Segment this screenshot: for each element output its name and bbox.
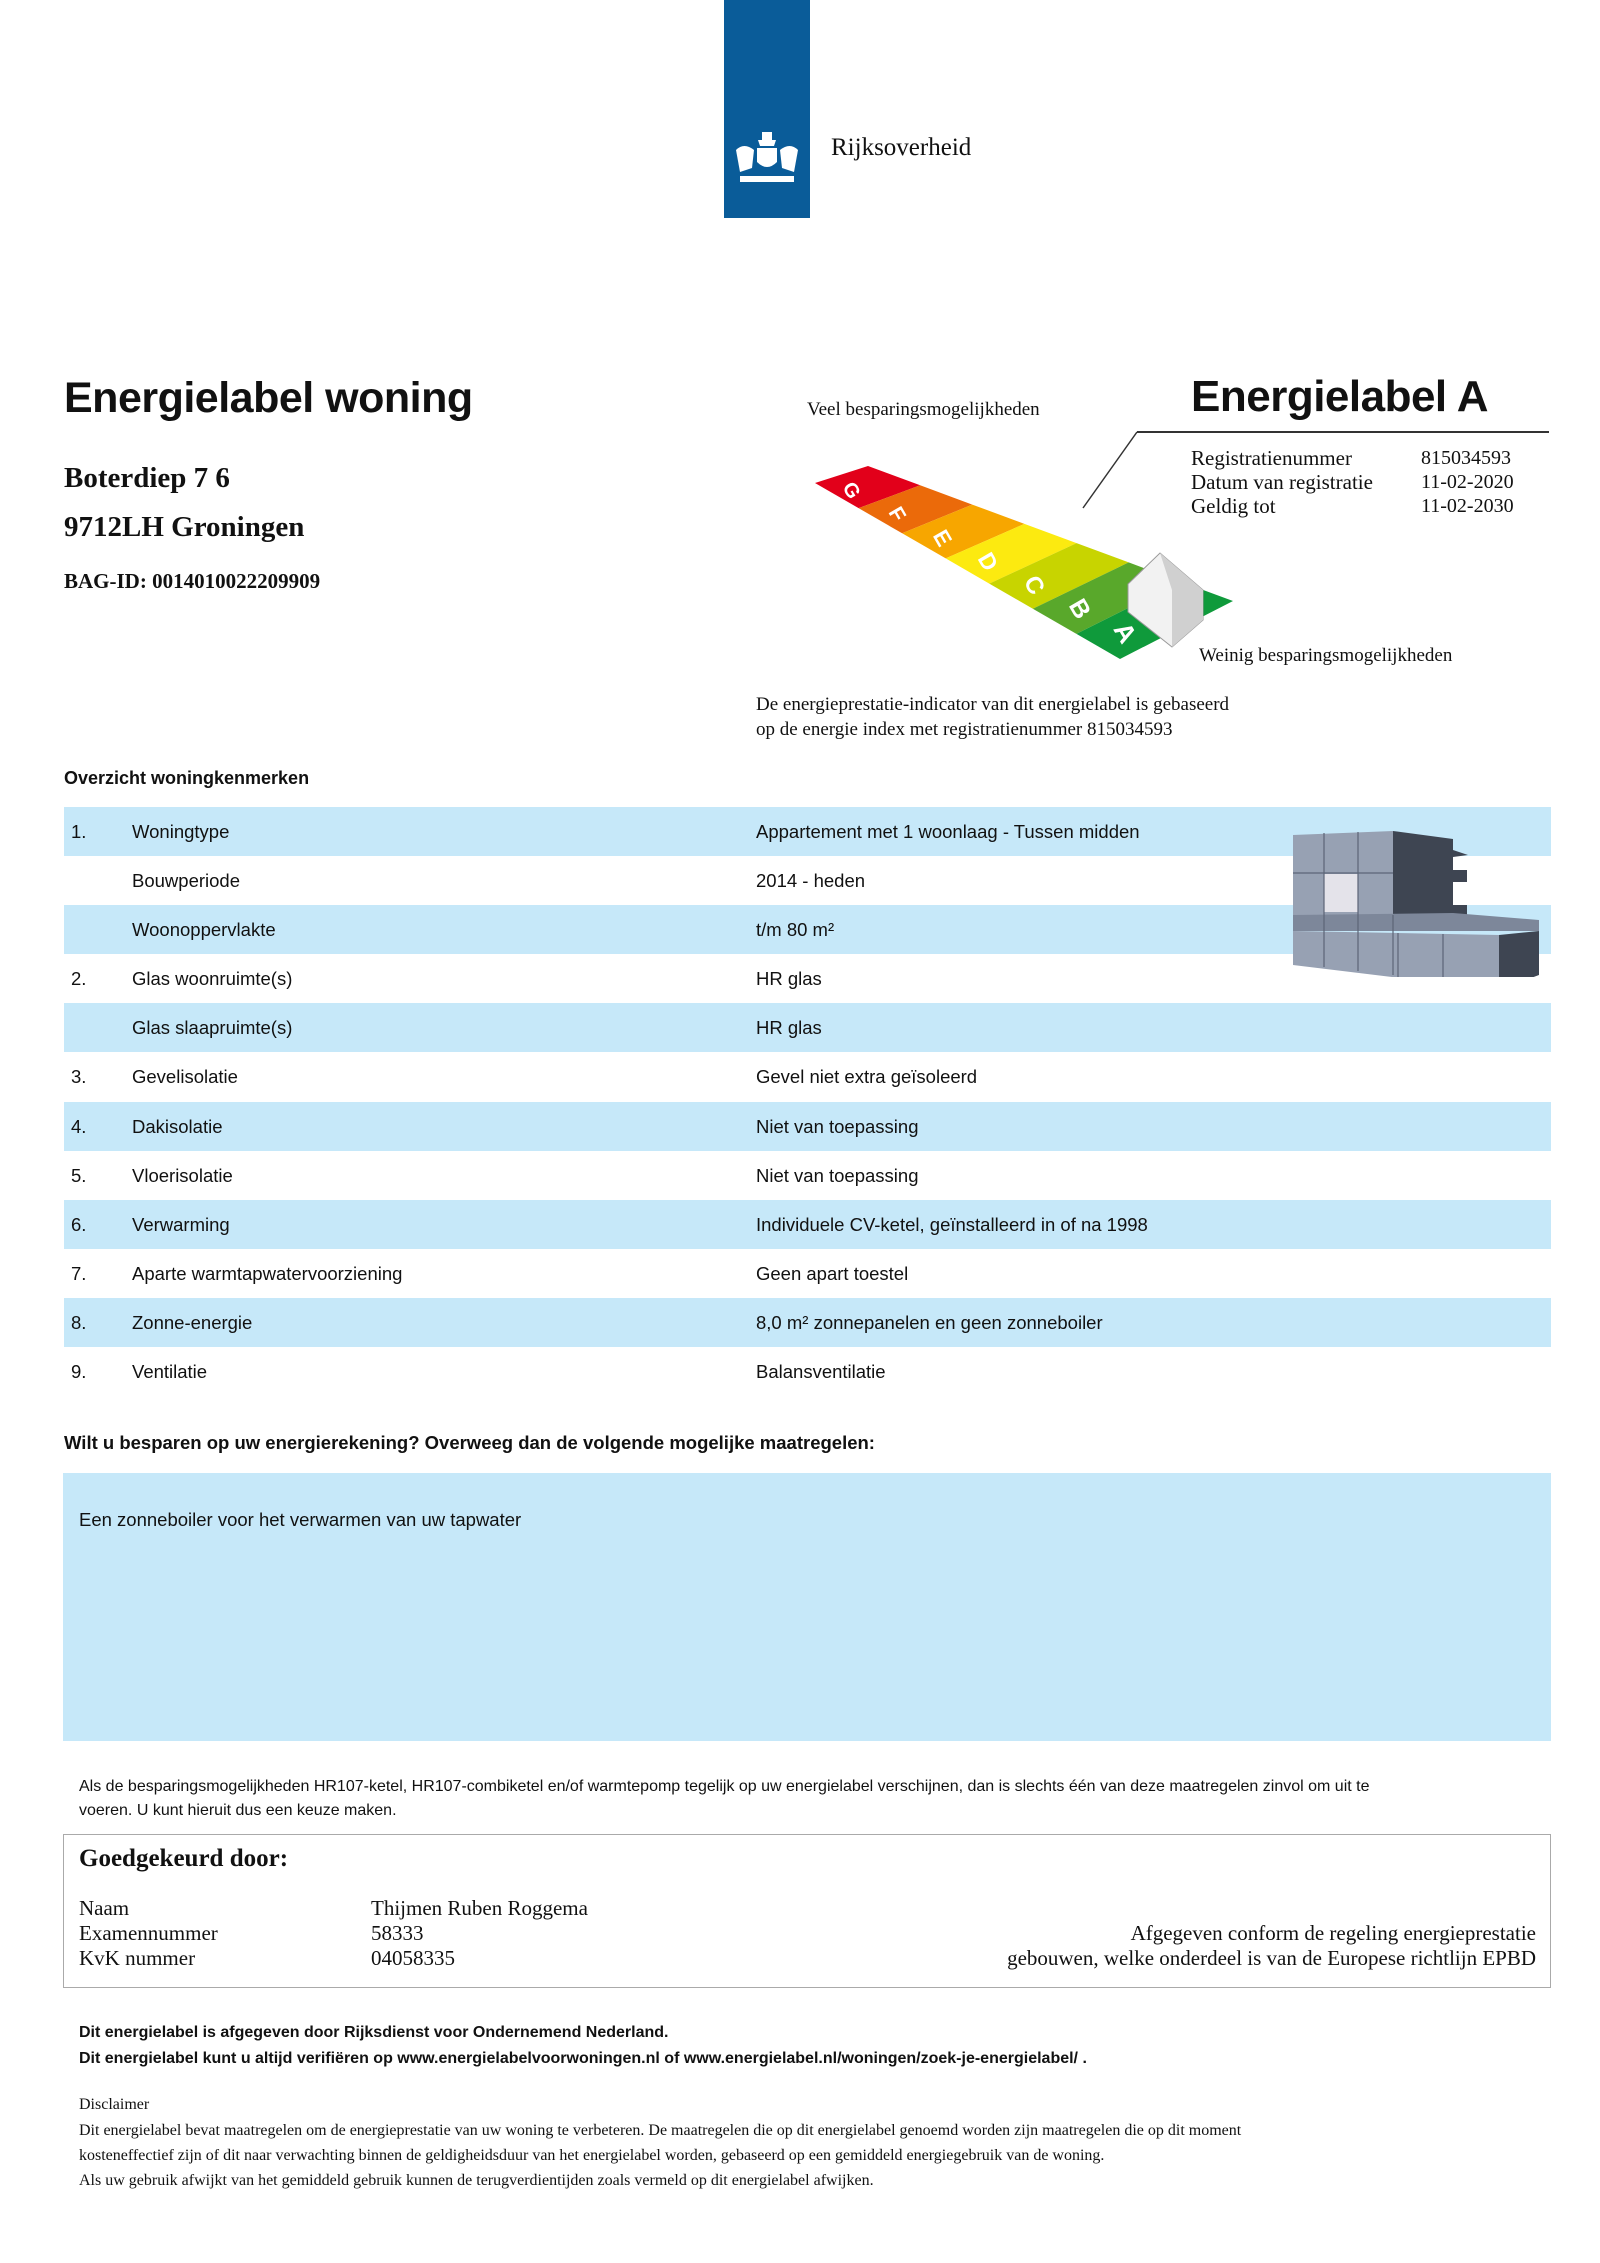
row-value: Balansventilatie [756, 1361, 886, 1383]
rijksoverheid-logo [724, 0, 810, 218]
conform-line-1: Afgegeven conform de regeling energiepre… [1130, 1921, 1536, 1945]
row-label: Glas slaapruimte(s) [132, 1017, 293, 1039]
row-label: Verwarming [132, 1213, 230, 1235]
row-label: Zonne-energie [132, 1311, 253, 1333]
label-band-g [815, 466, 921, 509]
row-number: 1. [71, 821, 87, 842]
row-label: Aparte warmtapwatervoorziening [132, 1262, 403, 1284]
measures-box: Een zonneboiler voor het verwarmen van u… [63, 1473, 1551, 1741]
valid-until-value: 11-02-2030 [1421, 495, 1514, 517]
table-row: Glas slaapruimte(s) HR glas [64, 1003, 1551, 1053]
coat-of-arms-icon [736, 132, 798, 182]
row-label: Vloerisolatie [132, 1164, 233, 1186]
row-value: HR glas [756, 1017, 822, 1039]
disclaimer-title: Disclaimer [79, 2096, 150, 2113]
label-pointer-line [1082, 431, 1138, 509]
table-row: 4. Dakisolatie Niet van toepassing [64, 1101, 1551, 1151]
verify-text: Dit energielabel kunt u altijd verifiëre… [79, 2050, 1087, 2067]
table-row: 3. Gevelisolatie Gevel niet extra geïsolee… [64, 1052, 1551, 1101]
disclaimer-line-1: Dit energielabel bevat maatregelen om de… [79, 2122, 1242, 2139]
row-number: 3. [71, 1066, 87, 1088]
logo-text: Rijksoverheid [831, 134, 972, 161]
registration-number-label: Registratienummer [1191, 446, 1352, 470]
row-number: 4. [71, 1115, 87, 1137]
row-value: 2014 - heden [756, 870, 866, 892]
page-title: Energielabel woning [64, 374, 473, 422]
building-illustration [1293, 831, 1539, 977]
measures-note-line-2: voeren. U kunt hieruit dus een keuze mak… [79, 1802, 397, 1819]
many-savings-caption: Veel besparingsmogelijkheden [807, 399, 1040, 420]
approval-heading: Goedgekeurd door: [79, 1845, 289, 1872]
disclaimer-line-2: kosteneffectief zijn of dit naar verwach… [79, 2147, 1105, 2164]
issued-by-text: Dit energielabel is afgegeven door Rijks… [79, 2024, 669, 2041]
approval-box: Goedgekeurd door: Naam Thijmen Ruben Rog… [63, 1834, 1551, 1988]
name-value: Thijmen Ruben Roggema [371, 1896, 588, 1920]
address-street: Boterdiep 7 6 [64, 462, 230, 494]
row-number: 2. [71, 968, 87, 990]
row-value: Gevel niet extra geïsoleerd [756, 1066, 978, 1088]
conform-line-2: gebouwen, welke onderdeel is van de Euro… [1007, 1946, 1536, 1970]
label-band-e [902, 504, 1025, 559]
measures-note-line-1: Als de besparingsmogelijkheden HR107-ket… [79, 1778, 1370, 1795]
disclaimer-line-3: Als uw gebruik afwijkt van het gemiddeld… [79, 2172, 874, 2189]
row-value: Geen apart toestel [756, 1262, 909, 1284]
table-row: 7. Aparte warmtapwatervoorziening Geen apa… [64, 1249, 1551, 1298]
row-value: 8,0 m² zonnepanelen en geen zonneboiler [756, 1311, 1103, 1333]
table-row: 5. Vloerisolatie Niet van toepassing [64, 1151, 1551, 1200]
kvk-number-value: 04058335 [371, 1946, 455, 1970]
row-label: Gevelisolatie [132, 1066, 238, 1088]
registration-date-value: 11-02-2020 [1421, 471, 1514, 493]
row-value: Niet van toepassing [756, 1115, 919, 1137]
label-band-f [858, 485, 973, 534]
address-city: 9712LH Groningen [64, 511, 305, 543]
row-number: 6. [71, 1213, 87, 1235]
registration-number-value: 815034593 [1421, 447, 1511, 469]
row-value: Niet van toepassing [756, 1164, 919, 1186]
row-label: Woonoppervlakte [132, 919, 276, 941]
table-row: 6. Verwarming Individuele CV-ketel, geïnst… [64, 1199, 1551, 1249]
basis-line-2: op de energie index met registratienumme… [756, 719, 1173, 740]
row-label: Dakisolatie [132, 1115, 223, 1137]
exam-number-value: 58333 [371, 1921, 424, 1945]
few-savings-caption: Weinig besparingsmogelijkheden [1199, 645, 1453, 666]
energy-label-title: Energielabel A [1191, 372, 1489, 421]
basis-line-1: De energieprestatie-indicator van dit en… [756, 694, 1230, 715]
row-label: Ventilatie [132, 1361, 208, 1383]
table-row: 9. Ventilatie Balansventilatie [64, 1347, 1551, 1396]
row-value: HR glas [756, 968, 822, 990]
valid-until-label: Geldig tot [1191, 494, 1276, 518]
registration-date-label: Datum van registratie [1191, 470, 1373, 494]
bag-id: BAG-ID: 0014010022209909 [64, 569, 321, 593]
overview-heading: Overzicht woningkenmerken [64, 768, 310, 788]
row-number: 7. [71, 1262, 87, 1284]
row-value: Appartement met 1 woonlaag - Tussen midd… [756, 821, 1140, 842]
table-row: 8. Zonne-energie 8,0 m² zonnepanelen en ge… [64, 1297, 1551, 1348]
row-number: 8. [71, 1311, 87, 1333]
label-band-d [945, 523, 1077, 584]
row-label: Bouwperiode [132, 870, 240, 892]
label-band-c [989, 543, 1129, 609]
row-number: 5. [71, 1164, 87, 1186]
row-number: 9. [71, 1361, 87, 1383]
table-row: Bouwperiode 2014 - heden [64, 856, 1551, 905]
name-label: Naam [79, 1896, 130, 1920]
kvk-number-label: KvK nummer [79, 1946, 196, 1970]
row-value: Individuele CV-ketel, geïnstalleerd in o… [756, 1213, 1148, 1235]
house-marker-icon [1127, 552, 1204, 648]
row-value: t/m 80 m² [756, 919, 835, 941]
measure-item: Een zonneboiler voor het verwarmen van u… [79, 1509, 522, 1530]
exam-number-label: Examennummer [79, 1921, 218, 1945]
table-row: 2. Glas woonruimte(s) HR glas [64, 954, 1551, 1003]
row-label: Woningtype [132, 821, 230, 842]
row-label: Glas woonruimte(s) [132, 968, 293, 990]
measures-heading: Wilt u besparen op uw energierekening? O… [64, 1432, 875, 1453]
